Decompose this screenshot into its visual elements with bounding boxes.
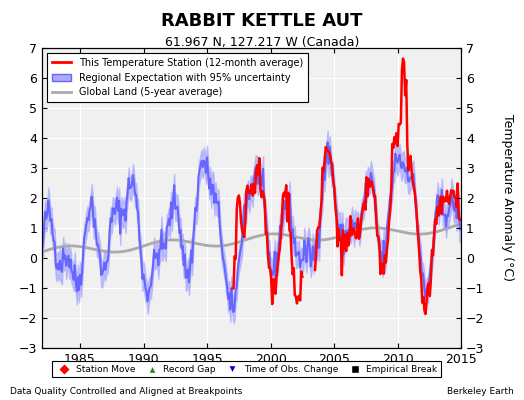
Text: 61.967 N, 127.217 W (Canada): 61.967 N, 127.217 W (Canada)	[165, 36, 359, 49]
Text: RABBIT KETTLE AUT: RABBIT KETTLE AUT	[161, 12, 363, 30]
Text: Data Quality Controlled and Aligned at Breakpoints: Data Quality Controlled and Aligned at B…	[10, 387, 243, 396]
Legend: Station Move, Record Gap, Time of Obs. Change, Empirical Break: Station Move, Record Gap, Time of Obs. C…	[51, 361, 441, 378]
Text: Berkeley Earth: Berkeley Earth	[447, 387, 514, 396]
Y-axis label: Temperature Anomaly (°C): Temperature Anomaly (°C)	[501, 114, 514, 282]
Legend: This Temperature Station (12-month average), Regional Expectation with 95% uncer: This Temperature Station (12-month avera…	[47, 53, 308, 102]
